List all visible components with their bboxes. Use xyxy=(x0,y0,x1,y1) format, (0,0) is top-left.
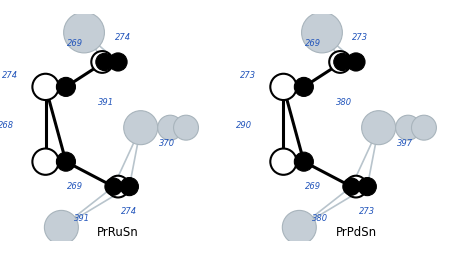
Circle shape xyxy=(334,53,351,70)
Text: 273: 273 xyxy=(240,71,256,80)
Circle shape xyxy=(120,177,138,196)
Circle shape xyxy=(124,111,158,145)
Circle shape xyxy=(301,12,342,53)
Text: PrRuSn: PrRuSn xyxy=(97,226,139,239)
Text: 268: 268 xyxy=(0,121,14,130)
Circle shape xyxy=(358,177,376,196)
Circle shape xyxy=(411,115,437,140)
Text: 391: 391 xyxy=(98,98,114,107)
Circle shape xyxy=(107,176,129,197)
Text: 269: 269 xyxy=(67,39,83,48)
Circle shape xyxy=(283,210,316,244)
Text: PrPdSn: PrPdSn xyxy=(336,226,376,239)
Text: 380: 380 xyxy=(311,214,328,223)
Circle shape xyxy=(345,176,367,197)
Circle shape xyxy=(343,178,360,195)
Text: 269: 269 xyxy=(305,39,321,48)
Circle shape xyxy=(396,115,420,140)
Circle shape xyxy=(173,115,199,140)
Text: 370: 370 xyxy=(159,139,175,148)
Circle shape xyxy=(270,148,297,175)
Circle shape xyxy=(362,111,396,145)
Circle shape xyxy=(270,74,297,100)
Circle shape xyxy=(105,178,122,195)
Text: 273: 273 xyxy=(359,207,375,216)
Text: 269: 269 xyxy=(67,182,83,191)
Circle shape xyxy=(91,51,113,73)
Circle shape xyxy=(158,115,182,140)
Circle shape xyxy=(45,210,78,244)
Circle shape xyxy=(32,148,59,175)
Text: 380: 380 xyxy=(336,98,352,107)
Text: 290: 290 xyxy=(236,121,252,130)
Circle shape xyxy=(96,53,113,70)
Text: 274: 274 xyxy=(2,71,18,80)
Circle shape xyxy=(64,12,104,53)
Circle shape xyxy=(347,53,365,71)
Text: 274: 274 xyxy=(115,32,131,41)
Text: 274: 274 xyxy=(121,207,137,216)
Circle shape xyxy=(294,77,313,96)
Text: 269: 269 xyxy=(305,182,321,191)
Circle shape xyxy=(109,53,127,71)
Circle shape xyxy=(56,77,75,96)
Text: 397: 397 xyxy=(397,139,413,148)
Text: 273: 273 xyxy=(353,32,369,41)
Circle shape xyxy=(32,74,59,100)
Circle shape xyxy=(294,152,313,171)
Text: 391: 391 xyxy=(74,214,90,223)
Circle shape xyxy=(56,152,75,171)
Circle shape xyxy=(329,51,351,73)
